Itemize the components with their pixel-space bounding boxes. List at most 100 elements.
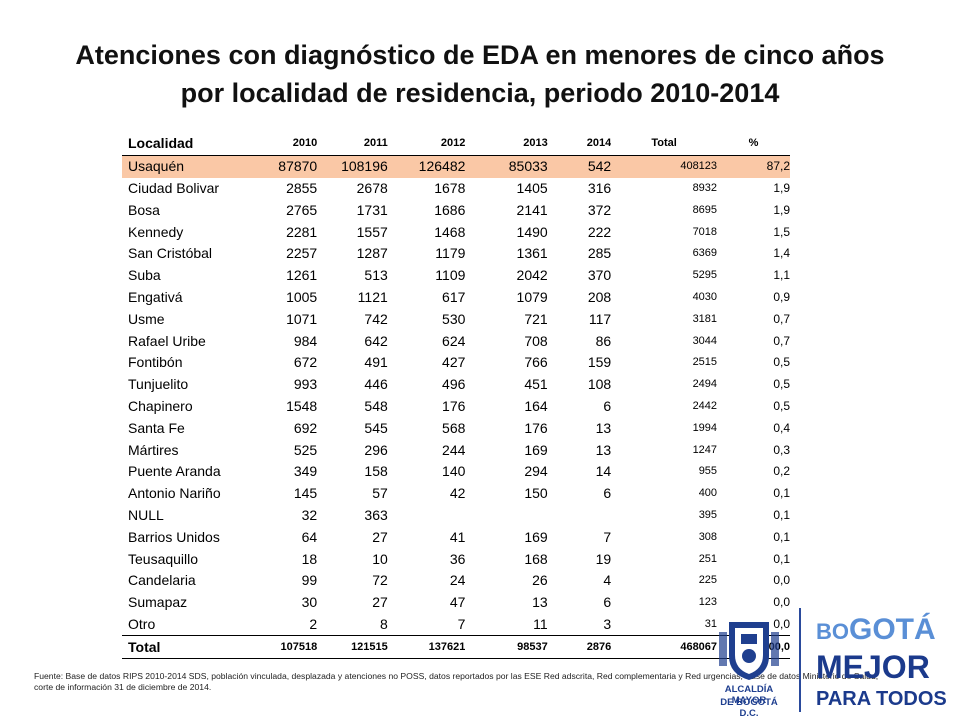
cell-2011: 1121	[357, 288, 388, 305]
cell-localidad: Usaquén	[122, 155, 259, 178]
brand-mejor: MEJOR	[816, 649, 930, 685]
table-row: NULL 32 363 395 0,1	[122, 505, 790, 527]
title-line-2: por localidad de residencia, periodo 201…	[180, 78, 780, 108]
cell-localidad: Candelaria	[128, 572, 196, 589]
cell-2010: 64	[301, 528, 318, 545]
cell-2010: 32	[301, 506, 318, 523]
title-line-1: Atenciones con diagnóstico de EDA en men…	[75, 40, 885, 70]
crest-line-1: ALCALDÍA MAYOR	[724, 684, 774, 706]
source-note: Fuente: Base de datos RIPS 2010-2014 SDS…	[34, 671, 879, 692]
cell-localidad: NULL	[128, 506, 164, 523]
cell-2011: 2678	[356, 179, 388, 196]
cell-2014: 316	[587, 179, 612, 196]
cell-localidad: Kennedy	[128, 223, 184, 240]
cell-2011: 1557	[356, 223, 388, 240]
cell-2014: 13	[595, 419, 612, 436]
cell-2012: 24	[449, 572, 466, 589]
cell-2010: 525	[293, 441, 318, 458]
cell-2012: 42	[449, 485, 466, 502]
cell-2011: 513	[364, 267, 388, 284]
cell-2011: 491	[364, 354, 388, 371]
cell-2013: 164	[524, 397, 548, 414]
cell-total: 4030	[692, 290, 718, 303]
cell-2013: 721	[524, 310, 548, 327]
cell-2012: 624	[442, 332, 466, 349]
cell-localidad: Ciudad Bolivar	[128, 179, 220, 196]
cell-percent: 0,3	[773, 442, 790, 457]
cell-localidad: Teusaquillo	[128, 550, 199, 567]
cell-2011: 446	[364, 376, 388, 393]
cell-2014: 7	[603, 528, 612, 545]
cell-localidad: Mártires	[128, 441, 179, 458]
header-2010: 2010	[258, 133, 318, 156]
cell-2013: 169	[524, 528, 548, 545]
cell-total: 123	[698, 596, 718, 609]
cell-2014: 542	[547, 155, 612, 178]
cell-total: 1247	[692, 443, 718, 456]
cell-2012: 617	[442, 288, 466, 305]
cell-2011: 296	[364, 441, 388, 458]
cell-2010: 2281	[286, 223, 318, 240]
cell-2013: 766	[524, 354, 548, 371]
cell-2013: 26	[532, 572, 548, 589]
header-2012: 2012	[387, 133, 466, 156]
cell-localidad: Bosa	[128, 201, 160, 218]
cell-2010: 2855	[286, 179, 318, 196]
cell-total: 395	[698, 508, 718, 521]
cell-2011: 363	[364, 506, 388, 523]
cell-percent: 1,4	[773, 246, 790, 261]
cell-2014: 285	[587, 245, 612, 262]
cell-2012: 244	[442, 441, 466, 458]
table-row: Barrios Unidos 64 27 41 169 7 308 0,1	[122, 526, 790, 548]
footer-total: 468067	[611, 635, 718, 660]
table-row: Ciudad Bolivar 2855 2678 1678 1405 316 8932 1,9	[122, 178, 790, 200]
page-title: Atenciones con diagnóstico de EDA en men…	[30, 36, 930, 112]
cell-total: 3181	[692, 312, 718, 325]
table-row: Usme 1071 742 530 721 117 3181 0,7	[122, 308, 790, 330]
cell-total: 2442	[692, 399, 718, 412]
cell-2010: 1261	[286, 267, 318, 284]
cell-2014: 86	[595, 332, 612, 349]
cell-2014: 6	[603, 485, 612, 502]
cell-2013: 150	[524, 485, 548, 502]
table-row: Antonio Nariño 145 57 42 150 6 400 0,1	[122, 483, 790, 505]
cell-2012: 176	[442, 397, 466, 414]
cell-total: 2515	[692, 356, 718, 369]
table-row: Puente Aranda 349 158 140 294 14 955 0,2	[122, 461, 790, 483]
cell-percent: 0,7	[773, 333, 790, 348]
footer-2014: 2876	[547, 635, 612, 660]
cell-2012: 496	[442, 376, 466, 393]
cell-2011: 1287	[356, 245, 388, 262]
cell-localidad: Engativá	[128, 288, 183, 305]
cell-2013: 708	[524, 332, 548, 349]
table-row: Chapinero 1548 548 176 164 6 2442 0,5	[122, 396, 790, 418]
cell-percent: 0,7	[773, 311, 790, 326]
cell-localidad: Suba	[128, 267, 161, 284]
cell-total: 7018	[692, 225, 718, 238]
table-header-row: Localidad 2010 2011 2012 2013 2014 Total…	[122, 133, 790, 156]
cell-percent: 0,1	[773, 529, 790, 544]
cell-total: 31	[704, 617, 718, 630]
cell-percent: 0,1	[773, 551, 790, 566]
cell-2013: 11	[533, 615, 548, 632]
cell-2012: 530	[442, 310, 466, 327]
cell-2014: 370	[587, 267, 612, 284]
cell-percent: 0,4	[773, 420, 790, 435]
table-row: Candelaria 99 72 24 26 4 225 0,0	[122, 570, 790, 592]
cell-2011: 158	[364, 463, 388, 480]
cell-localidad: Barrios Unidos	[128, 528, 220, 545]
cell-2014: 208	[587, 288, 612, 305]
header-localidad: Localidad	[122, 133, 259, 156]
cell-2012: 1678	[434, 179, 466, 196]
cell-percent: 0,0	[773, 616, 790, 631]
cell-2012: 36	[449, 550, 466, 567]
cell-total: 955	[698, 465, 718, 478]
cell-2013: 1405	[516, 179, 548, 196]
cell-2011: 742	[364, 310, 388, 327]
cell-2013: 1490	[516, 223, 548, 240]
cell-localidad: Otro	[128, 615, 156, 632]
table-row: Fontibón 672 491 427 766 159 2515 0,5	[122, 352, 790, 374]
brand-bogota: BOGOTÁ	[816, 614, 936, 648]
cell-2014: 4	[603, 572, 612, 589]
cell-percent: 0,5	[773, 355, 790, 370]
